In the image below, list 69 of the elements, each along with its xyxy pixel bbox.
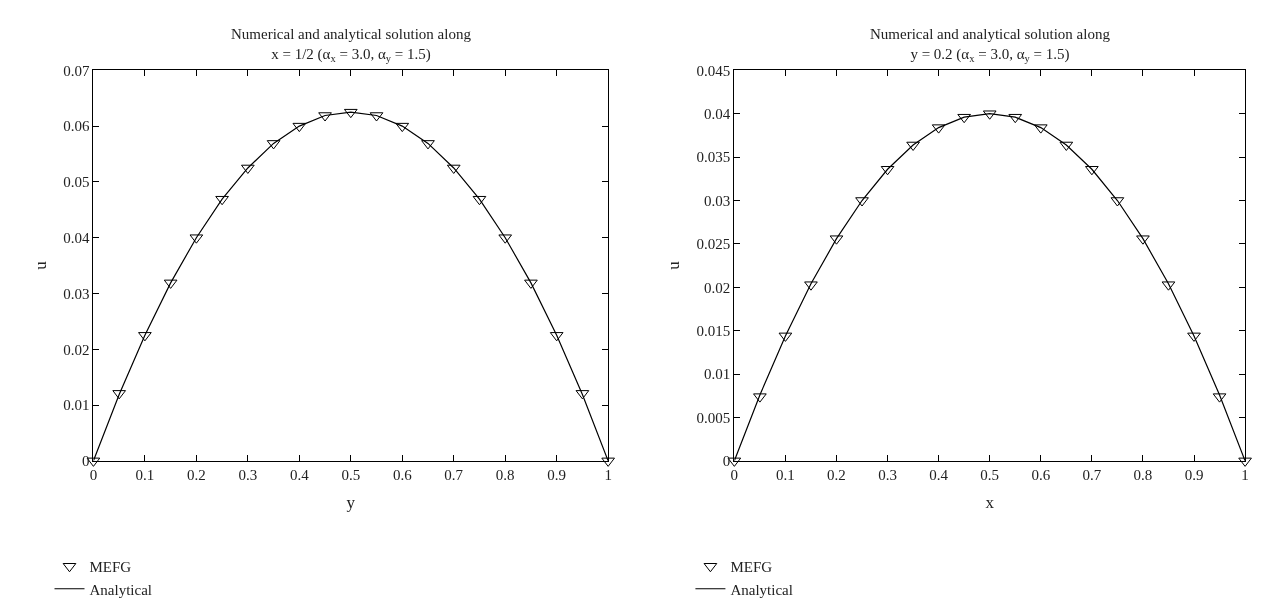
x-axis-title: y [346, 493, 356, 513]
y-axis-title: u [30, 260, 50, 270]
x-tick-label: 0.8 [495, 466, 515, 483]
point [138, 332, 152, 342]
y-tick-label: 0.01 [704, 366, 731, 383]
point [804, 281, 818, 291]
point [395, 122, 410, 133]
point [421, 140, 435, 150]
y-tick-label: 0.04 [63, 229, 90, 246]
point [472, 195, 487, 206]
y-tick-label: 0.03 [63, 285, 90, 302]
x-tick-label: 1 [604, 466, 612, 483]
point [1238, 457, 1252, 467]
x-tick-label: 0.7 [1082, 466, 1102, 483]
y-tick-label: 0.02 [63, 341, 90, 358]
y-tick-label: 0.05 [63, 174, 90, 191]
point [1187, 332, 1201, 342]
x-tick-label: 0.6 [392, 466, 413, 483]
y-tick-label: 0.06 [63, 118, 90, 135]
y-tick-label: 0 [722, 453, 731, 470]
y-tick-label: 0.025 [696, 236, 731, 253]
legend-label: Analytical [89, 581, 152, 598]
x-tick-label: 0.3 [878, 466, 897, 483]
y-tick-label: 0.07 [63, 62, 90, 79]
point [292, 122, 307, 133]
y-tick-label: 0.035 [696, 149, 731, 166]
y-tick-label: 0.04 [704, 105, 731, 122]
y-tick-label: 0.015 [696, 322, 731, 339]
x-tick-label: 0.1 [135, 466, 155, 483]
legend-label: Analytical [730, 581, 793, 598]
x-tick-label: 0.5 [341, 466, 361, 483]
x-tick-label: 0.8 [1133, 466, 1153, 483]
point [215, 195, 229, 206]
x-tick-label: 0.5 [980, 466, 1000, 483]
legend-label: MEFG [730, 559, 773, 576]
point [318, 112, 332, 122]
x-tick-label: 0.4 [289, 466, 310, 483]
x-tick-label: 0.3 [238, 466, 258, 483]
chart-title: Numerical and analytical solution along y = 0.2 (α$_{x}$ = 3.0, α$_{y}$ = 1.5) [870, 26, 1111, 64]
y-tick-label: 0.01 [63, 397, 90, 414]
point [906, 141, 920, 151]
point [753, 393, 767, 403]
point [1136, 235, 1150, 245]
point [524, 279, 538, 289]
chart-title: Numerical and analytical solution along x = 1/2 (α$_{x}$ = 3.0, α$_{y}$ = 1.5) [231, 26, 472, 64]
x-tick-label: 1 [1241, 466, 1249, 483]
y-tick-label: 0 [81, 453, 90, 470]
point [855, 197, 869, 207]
point [957, 113, 972, 124]
x-tick-label: 0.6 [1031, 466, 1051, 483]
x-tick-label: 0.2 [186, 466, 206, 483]
y-tick-label: 0.02 [704, 279, 731, 296]
x-tick-label: 0.7 [444, 466, 464, 483]
x-tick-label: 0.1 [776, 466, 795, 483]
x-tick-label: 0.2 [827, 466, 846, 483]
y-axis-title: u [664, 260, 684, 270]
point [241, 164, 255, 174]
x-axis-title: x [985, 493, 995, 513]
y-tick-label: 0.005 [696, 409, 731, 426]
x-tick-label: 0.4 [929, 466, 949, 483]
point [1085, 166, 1099, 176]
legend-label: MEFG [89, 559, 132, 576]
point [1008, 113, 1023, 124]
point [601, 457, 615, 467]
y-tick-label: 0.03 [704, 192, 731, 209]
y-tick-label: 0.045 [696, 62, 731, 79]
x-tick-label: 0.9 [547, 466, 567, 483]
x-tick-label: 0.9 [1184, 466, 1204, 483]
point [343, 108, 358, 119]
